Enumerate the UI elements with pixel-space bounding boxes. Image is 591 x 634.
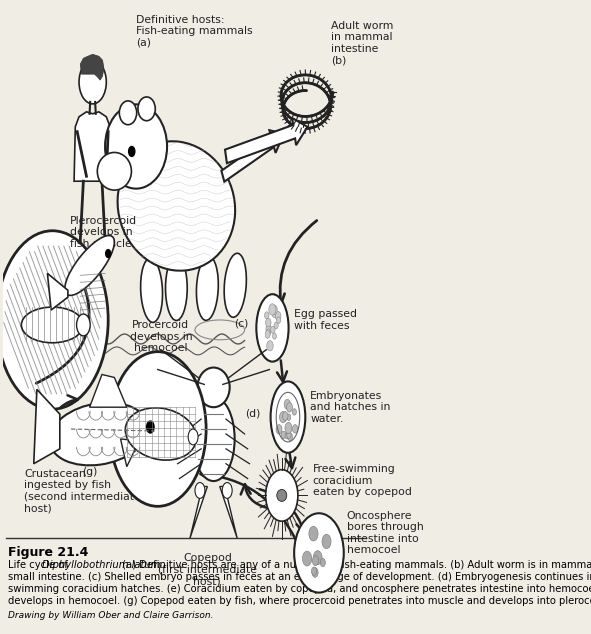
Text: (f): (f) <box>105 394 118 404</box>
Circle shape <box>266 325 271 333</box>
Text: Embryonates
and hatches in
water.: Embryonates and hatches in water. <box>310 391 391 424</box>
Text: Life cycle of: Life cycle of <box>8 560 71 570</box>
Circle shape <box>272 311 277 318</box>
Ellipse shape <box>196 256 218 320</box>
Ellipse shape <box>98 152 131 190</box>
Ellipse shape <box>141 258 163 322</box>
Text: (d): (d) <box>245 408 261 418</box>
Ellipse shape <box>50 403 148 465</box>
Text: Plerocercoid
develops in
fish muscle: Plerocercoid develops in fish muscle <box>70 216 137 249</box>
Polygon shape <box>121 439 139 467</box>
Circle shape <box>285 422 292 434</box>
Circle shape <box>106 250 111 257</box>
Circle shape <box>147 421 154 433</box>
Circle shape <box>271 305 277 314</box>
Text: develops in hemocoel. (g) Copepod eaten by fish, where procercoid penetrates int: develops in hemocoel. (g) Copepod eaten … <box>8 595 591 605</box>
Ellipse shape <box>125 408 196 460</box>
Circle shape <box>79 60 106 104</box>
Polygon shape <box>74 112 111 181</box>
Circle shape <box>288 433 293 441</box>
Text: (e): (e) <box>210 384 226 394</box>
Ellipse shape <box>197 368 230 407</box>
Circle shape <box>311 567 317 575</box>
Polygon shape <box>47 273 68 310</box>
Circle shape <box>313 551 322 565</box>
Text: Free-swimming
coracidium
eaten by copepod: Free-swimming coracidium eaten by copepo… <box>313 464 411 497</box>
Ellipse shape <box>271 382 306 453</box>
Circle shape <box>285 433 289 439</box>
Circle shape <box>195 482 205 498</box>
Text: Egg passed
with feces: Egg passed with feces <box>294 309 356 331</box>
Text: small intestine. (c) Shelled embryo passes in feces at an early stage of develop: small intestine. (c) Shelled embryo pass… <box>8 572 591 582</box>
Text: (g): (g) <box>82 467 98 477</box>
Ellipse shape <box>165 256 187 320</box>
Ellipse shape <box>224 254 246 317</box>
Circle shape <box>274 322 278 329</box>
Circle shape <box>294 514 344 593</box>
Text: Drawing by William Ober and Claire Garrison.: Drawing by William Ober and Claire Garri… <box>8 611 213 621</box>
Ellipse shape <box>118 141 235 271</box>
Circle shape <box>265 470 298 521</box>
Circle shape <box>293 425 298 433</box>
Circle shape <box>269 304 276 315</box>
Circle shape <box>320 559 326 567</box>
Circle shape <box>265 312 269 319</box>
Text: Copepod
(first intermediate
host): Copepod (first intermediate host) <box>158 553 257 586</box>
Circle shape <box>287 403 293 412</box>
Circle shape <box>280 411 287 423</box>
Circle shape <box>312 567 318 578</box>
Circle shape <box>277 317 281 323</box>
Ellipse shape <box>277 489 287 501</box>
Circle shape <box>287 414 291 420</box>
Ellipse shape <box>193 397 235 481</box>
Circle shape <box>266 329 271 336</box>
Polygon shape <box>220 486 237 538</box>
Ellipse shape <box>65 235 114 295</box>
Text: Crustacean
ingested by fish
(second intermediate
host): Crustacean ingested by fish (second inte… <box>24 469 141 514</box>
Circle shape <box>309 526 318 541</box>
Text: Oncosphere
bores through
intestine into
hemocoel: Oncosphere bores through intestine into … <box>347 511 424 555</box>
Circle shape <box>272 333 277 339</box>
Circle shape <box>265 330 270 339</box>
Text: Definitive hosts:
Fish-eating mammals
(a): Definitive hosts: Fish-eating mammals (a… <box>136 15 253 48</box>
Ellipse shape <box>105 105 167 189</box>
Polygon shape <box>34 389 60 463</box>
Text: Procercoid
develops in
hemocoel: Procercoid develops in hemocoel <box>129 320 192 353</box>
Text: Adult worm
in mammal
intestine
(b): Adult worm in mammal intestine (b) <box>332 21 394 65</box>
Circle shape <box>276 425 282 434</box>
Circle shape <box>129 146 135 157</box>
Circle shape <box>293 409 296 415</box>
Circle shape <box>284 399 290 409</box>
Polygon shape <box>190 486 207 538</box>
Circle shape <box>275 311 281 321</box>
Ellipse shape <box>77 314 90 336</box>
Text: (a) Definitive hosts are any of a number of fish-eating mammals. (b) Adult worm : (a) Definitive hosts are any of a number… <box>119 560 591 570</box>
Ellipse shape <box>256 294 288 361</box>
Polygon shape <box>80 55 104 80</box>
FancyArrow shape <box>222 130 284 182</box>
Ellipse shape <box>21 307 83 343</box>
Circle shape <box>313 556 319 566</box>
Circle shape <box>188 429 198 445</box>
Circle shape <box>282 411 288 420</box>
FancyArrow shape <box>225 118 307 163</box>
Circle shape <box>222 482 232 498</box>
Text: swimming coracidium hatches. (e) Coracidium eaten by copepod, and oncosphere pen: swimming coracidium hatches. (e) Coracid… <box>8 584 591 593</box>
Text: Diphyllobothrium latum.: Diphyllobothrium latum. <box>42 560 164 570</box>
Text: Figure 21.4: Figure 21.4 <box>8 546 88 559</box>
Circle shape <box>265 318 271 327</box>
Circle shape <box>271 327 275 333</box>
Ellipse shape <box>138 97 155 120</box>
Polygon shape <box>90 375 126 407</box>
Circle shape <box>109 352 206 507</box>
Circle shape <box>322 534 331 548</box>
Circle shape <box>281 431 286 439</box>
Text: (c): (c) <box>235 319 249 329</box>
Circle shape <box>0 231 108 409</box>
Circle shape <box>303 551 311 566</box>
Circle shape <box>287 432 291 439</box>
Circle shape <box>267 340 273 351</box>
Ellipse shape <box>119 101 137 125</box>
